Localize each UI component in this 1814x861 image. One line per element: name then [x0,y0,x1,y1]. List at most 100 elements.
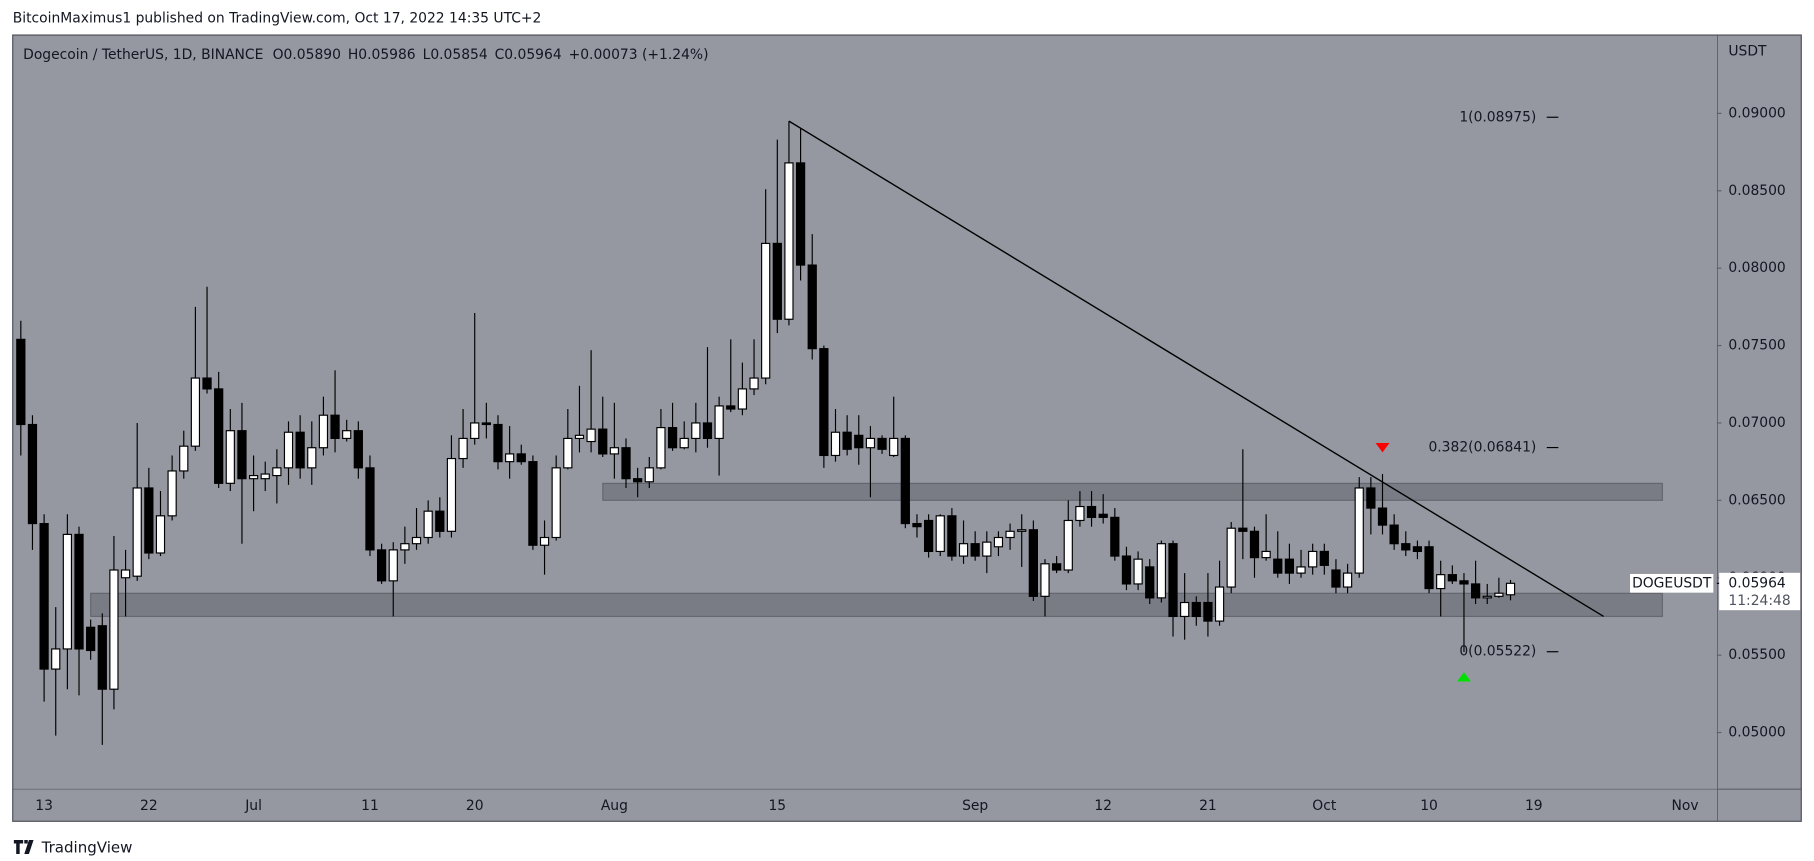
x-tick-label: 21 [1199,798,1217,814]
candle-body [1401,543,1411,551]
candle-body [1098,513,1108,518]
candle-body [563,437,573,469]
candle-body [225,430,235,484]
brand-logo [13,839,34,854]
candle-body [830,431,841,457]
candle-body [865,437,876,449]
candle-body [702,422,713,440]
candle-body [144,487,154,554]
chart-border [12,34,1802,822]
candle-body [132,487,142,577]
candle-body [644,467,654,483]
x-tick-label: 22 [140,798,158,814]
candle-body [772,242,782,320]
candle-body [761,242,771,379]
candle-body [388,549,398,582]
candle-body [609,447,620,455]
candle-body [27,423,38,525]
candle-body [1308,550,1318,568]
candle-body [237,430,247,480]
candle-body [1412,546,1423,553]
legend-value: 0.05964 [504,47,561,63]
x-tick-label: Nov [1672,798,1699,814]
candle-body [74,533,84,650]
candle-body [214,388,224,484]
candle-body [423,510,433,539]
candle-body [295,431,305,469]
x-tick-label: Jul [244,798,262,814]
signal-marker [1457,672,1471,682]
y-axis-label: USDT [1728,43,1767,59]
candle-body [458,437,468,460]
symbol-tag [1630,573,1714,593]
candle-body [691,422,701,440]
candle-body [516,453,526,463]
candle-body [795,162,806,266]
x-tick-label: 20 [466,798,484,814]
symbol-title: Dogecoin / TetherUS, 1D, BINANCE [23,47,263,63]
legend-key: L [423,47,431,63]
candle-body [39,522,49,670]
legend-change: +0.00073 (+1.24%) [569,47,709,63]
candle-body [1273,558,1283,574]
time-axis [12,789,1717,822]
candle-body [1459,580,1469,585]
publisher-line: BitcoinMaximus1 published on TradingView… [13,11,542,27]
candle-body [539,536,550,546]
candle-body [202,377,212,390]
candle-body [633,478,643,483]
candle-body [330,414,340,440]
candle-body [1366,487,1376,509]
candle-body [726,405,736,410]
support-resistance-zone [90,592,1664,618]
candle-body [190,377,201,447]
candle-body [1389,524,1399,545]
candle-body [1075,505,1085,522]
candle-body [1494,592,1504,597]
candle-body [784,162,794,320]
candle-body [1470,583,1481,599]
candle-body [1342,572,1353,588]
candle-body [1040,563,1050,597]
candle-body [1110,516,1120,557]
candle-body [807,264,817,350]
candle-body [1086,505,1097,518]
candle-body [1226,527,1236,588]
candle-body [86,626,96,652]
x-tick-label: Oct [1312,798,1337,814]
candle-body [900,437,910,525]
candle-body [1354,487,1364,574]
y-tick-label: 0.09000 [1728,105,1785,121]
candle-body [1063,519,1073,571]
x-tick-label: 13 [35,798,53,814]
candle-body [993,536,1004,548]
candle-body [446,457,457,532]
candle-body [947,515,957,557]
fib-label: 1(0.08975) [1459,109,1536,125]
fib-label: 0.382(0.06841) [1428,440,1536,456]
candle-body [1377,507,1388,526]
candle-body [912,522,922,528]
candle-body [353,430,363,469]
candle-body [179,445,189,472]
candle-body [1319,550,1329,566]
candle-body [598,428,608,455]
candle-body [889,437,899,457]
candle-body [656,427,666,469]
candle-body [1331,569,1341,588]
candle-body [877,437,887,450]
legend-value: 0.05890 [284,47,341,63]
candle-body [935,515,945,553]
legend-key: O [273,47,284,63]
candle-body [1296,566,1306,574]
candle-body [679,437,689,449]
candle-body [51,648,61,670]
legend-key: C [495,47,505,63]
price-tag-text: 0.05964 [1728,575,1785,591]
y-tick-label: 0.08000 [1728,260,1785,276]
candle-body [819,348,829,457]
candle-body [120,569,131,579]
candle-body [1447,574,1457,582]
candle-body [167,470,177,517]
